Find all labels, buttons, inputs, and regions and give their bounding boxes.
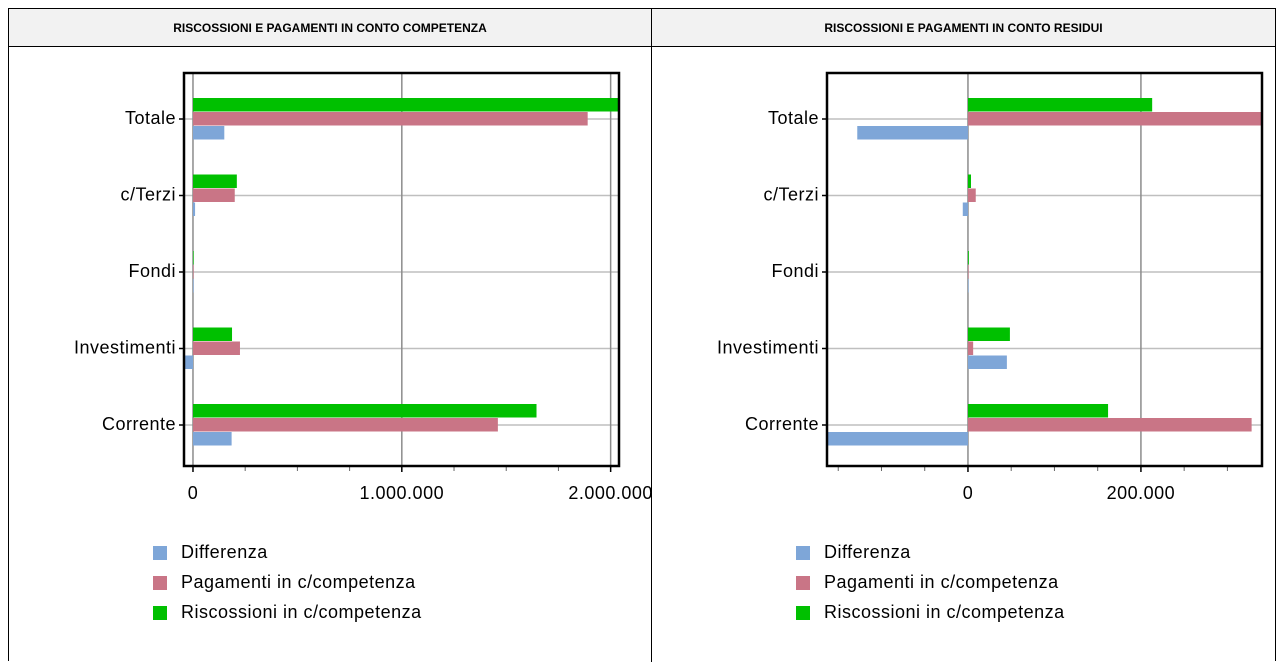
y-tick-label: Corrente <box>745 414 819 434</box>
y-tick-label: Fondi <box>128 261 176 281</box>
panel: RISCOSSIONI E PAGAMENTI IN CONTO RESIDUI… <box>650 9 1275 662</box>
bar <box>967 418 1252 432</box>
x-tick-label: 2.000.000 <box>568 483 651 503</box>
legend-label: Pagamenti in c/competenza <box>824 572 1059 592</box>
bar <box>967 341 974 355</box>
legend-label: Differenza <box>824 542 911 562</box>
bar <box>192 418 498 432</box>
bar <box>192 265 194 279</box>
bar <box>192 98 619 112</box>
x-tick-label: 0 <box>963 483 974 503</box>
bar <box>192 112 588 126</box>
bar <box>967 174 971 188</box>
plot-frame <box>825 71 1264 468</box>
bar <box>185 355 193 369</box>
bar <box>192 126 225 140</box>
chart: 0 200.000 Corrente Investimenti Fondi c/Terzi… <box>717 71 1264 622</box>
plot-frame <box>182 71 621 468</box>
bar <box>192 432 232 446</box>
legend-label: Differenza <box>181 542 268 562</box>
bar <box>967 265 969 279</box>
panel: RISCOSSIONI E PAGAMENTI IN CONTO COMPETE… <box>9 9 651 662</box>
bar <box>192 174 237 188</box>
bar <box>192 404 537 418</box>
y-tick-label: Totale <box>768 108 819 128</box>
legend-label: Riscossioni in c/competenza <box>824 602 1065 622</box>
bar <box>967 188 976 202</box>
bar <box>967 98 1153 112</box>
page: RISCOSSIONI E PAGAMENTI IN CONTO COMPETE… <box>8 8 1276 662</box>
y-tick-label: Totale <box>125 108 176 128</box>
chart: 0 1.000.000 2.000.000 Corrente Investimenti F… <box>74 71 651 622</box>
bar <box>962 202 968 216</box>
y-tick-label: c/Terzi <box>763 184 819 204</box>
y-tick-label: Investimenti <box>717 337 819 357</box>
bar <box>967 355 1007 369</box>
bar <box>192 341 240 355</box>
x-tick-label: 0 <box>188 483 199 503</box>
bar <box>967 404 1109 418</box>
legend-swatch <box>153 606 167 620</box>
bar <box>192 327 233 341</box>
legend-label: Pagamenti in c/competenza <box>181 572 416 592</box>
legend-swatch <box>153 546 167 560</box>
bar <box>192 279 194 293</box>
x-tick-label: 1.000.000 <box>360 483 445 503</box>
legend-label: Riscossioni in c/competenza <box>181 602 422 622</box>
bar <box>826 432 968 446</box>
bar <box>967 112 1262 126</box>
y-tick-label: Fondi <box>771 261 819 281</box>
bar <box>192 202 196 216</box>
y-tick-label: Corrente <box>102 414 176 434</box>
bar <box>192 188 235 202</box>
bar <box>192 251 194 265</box>
x-tick-label: 200.000 <box>1107 483 1176 503</box>
legend-swatch <box>795 576 810 590</box>
panel-title: RISCOSSIONI E PAGAMENTI IN CONTO COMPETE… <box>9 9 651 47</box>
panel-title: RISCOSSIONI E PAGAMENTI IN CONTO RESIDUI <box>651 9 1275 47</box>
bar <box>967 327 1010 341</box>
bar <box>967 251 969 265</box>
y-tick-label: c/Terzi <box>120 184 176 204</box>
y-tick-label: Investimenti <box>74 337 176 357</box>
bar <box>967 279 969 293</box>
legend-swatch <box>153 576 167 590</box>
legend-swatch <box>795 606 810 620</box>
legend-swatch <box>795 546 810 560</box>
bar <box>857 126 968 140</box>
